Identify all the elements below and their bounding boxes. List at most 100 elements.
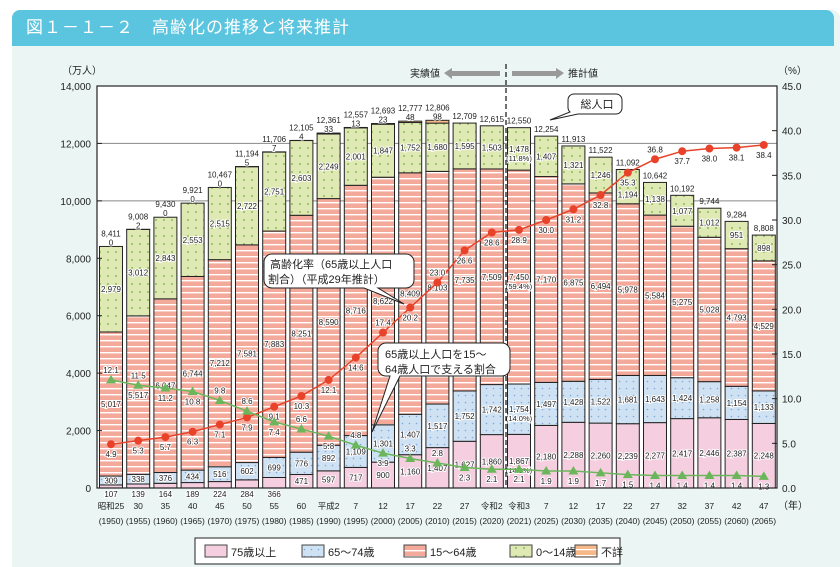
- segment-label: 1,301: [373, 439, 394, 448]
- segment-label: 7: [272, 144, 277, 153]
- x-tick-era: 令和2: [481, 501, 503, 511]
- y2-tick-label: 45.0: [782, 82, 802, 93]
- y2-tick-label: 25.0: [782, 261, 802, 272]
- segment-label: 3,012: [128, 269, 149, 278]
- bar-segment: [99, 245, 123, 333]
- support-ratio-label: 1.9: [541, 477, 553, 486]
- bar-segment: [479, 125, 504, 170]
- segment-label: 0: [218, 179, 223, 188]
- bar-segment: [643, 181, 667, 216]
- bar-segment: [507, 127, 531, 171]
- total-label: 11,706: [262, 135, 286, 144]
- support-ratio-label: 8.6: [241, 397, 253, 406]
- segment-label: 48: [406, 113, 415, 122]
- y2-tick-label: 30.0: [782, 216, 802, 227]
- segment-label: 776: [295, 459, 309, 468]
- x-tick-year: (2020): [480, 516, 505, 526]
- bar-stack: 224 516 7,212 2,515 010,467: [207, 170, 233, 500]
- segment-label: 338: [132, 475, 146, 484]
- x-tick-year: (1955): [126, 516, 151, 526]
- total-label: 12,709: [452, 112, 477, 121]
- x-tick-year: (1985): [289, 516, 314, 526]
- segment-label: 189: [186, 490, 200, 499]
- segment-label: 699: [268, 463, 282, 472]
- aging-rate-point: [705, 144, 714, 153]
- support-ratio-point: [160, 382, 171, 392]
- aging-rate-label: 5.7: [160, 443, 172, 452]
- segment-label: 1,497: [536, 400, 557, 409]
- segment-label: 2,843: [155, 254, 176, 263]
- support-ratio-label: 2.1: [486, 475, 498, 484]
- bar-stack: 2,387 1,154 4,793 951 9,284: [724, 210, 749, 489]
- y2-tick-label: 0.0: [782, 484, 796, 495]
- aging-rate-point: [243, 413, 251, 422]
- legend-swatch: [403, 544, 427, 558]
- segment-label: 1,154: [727, 399, 748, 408]
- support-ratio-point: [269, 416, 280, 426]
- bar-segment: [180, 202, 205, 277]
- aging-rate-point: [515, 225, 523, 234]
- support-ratio-label: 1.9: [568, 477, 580, 486]
- segment-label: 1,160: [400, 467, 421, 476]
- y-axis-unit: （万人）: [62, 65, 102, 77]
- aging-rate-point: [433, 278, 442, 287]
- plot-frame: [96, 85, 778, 489]
- segment-label: 7,581: [237, 350, 258, 359]
- segment-label: 4,529: [754, 322, 775, 331]
- segment-label: 1,752: [455, 412, 476, 421]
- y-tick-label: 12,000: [60, 139, 91, 150]
- support-ratio-point: [677, 470, 688, 479]
- x-tick-era: 42: [732, 501, 742, 511]
- segment-label: 1,133: [754, 403, 775, 412]
- aging-rate-point: [623, 168, 632, 177]
- segment-label: 2,180: [536, 453, 557, 462]
- aging-rate-label: 38.4: [756, 151, 772, 160]
- support-ratio-point: [187, 386, 198, 396]
- segment-label: 8,590: [319, 318, 340, 327]
- aging-rate-point: [542, 216, 551, 224]
- arrow-left-icon: [444, 68, 500, 79]
- aging-rate-label: 4.9: [105, 450, 117, 459]
- x-tick-era: 昭和25: [98, 501, 125, 511]
- x-tick-year: (2060): [724, 516, 749, 526]
- legend-swatch: [509, 544, 533, 558]
- x-tick-year: (2021): [507, 516, 532, 526]
- legend-label: 65～74歳: [328, 546, 374, 559]
- y2-tick-label: 5.0: [782, 439, 796, 450]
- support-ratio-point: [432, 457, 443, 467]
- y2-tick-label: 20.0: [782, 305, 802, 316]
- bar-stack: 2,248 1,133 4,529 898 8,808: [751, 224, 776, 489]
- segment-label: 597: [322, 475, 336, 484]
- total-label: 9,921: [183, 186, 204, 195]
- aging-callout-line1: 高齢化率（65歳以上人口: [270, 257, 392, 271]
- x-tick-year: (2005): [398, 516, 423, 526]
- aging-rate-point: [107, 440, 115, 449]
- aging-rate-label: 6.3: [187, 438, 199, 447]
- total-label: 12,693: [371, 107, 396, 116]
- aging-rate-label: 5.3: [133, 447, 145, 456]
- support-callout-line1: 65歳以上人口を15～: [385, 348, 486, 361]
- support-ratio-point: [704, 470, 715, 479]
- x-tick-year: (2000): [371, 516, 396, 526]
- bar-segment: [207, 186, 232, 261]
- segment-label: 1,478: [509, 145, 530, 154]
- segment-label: 2,248: [754, 452, 775, 461]
- x-tick-year: (2045): [643, 516, 668, 526]
- segment-label: 1,742: [482, 406, 503, 415]
- y2-tick-label: 35.0: [782, 171, 802, 182]
- segment-label: 1,680: [427, 143, 448, 152]
- segment-label: 2,417: [672, 449, 693, 458]
- aging-rate-label: 7.1: [214, 431, 226, 440]
- support-ratio-label: 2.8: [432, 449, 444, 458]
- bar-stack: 189 434 6,744 2,553 09,921: [180, 186, 205, 500]
- actual-label: 実績値: [410, 67, 440, 80]
- segment-label: 6,875: [563, 279, 584, 288]
- total-label: 9,284: [727, 210, 748, 219]
- support-ratio-point: [650, 470, 660, 479]
- support-ratio-label: 11.2: [158, 394, 174, 403]
- projected-label: 推計値: [568, 67, 598, 80]
- aging-rate-label: 38.1: [729, 154, 745, 163]
- x-tick-year: (1965): [180, 516, 205, 526]
- segment-label: 0: [190, 195, 195, 204]
